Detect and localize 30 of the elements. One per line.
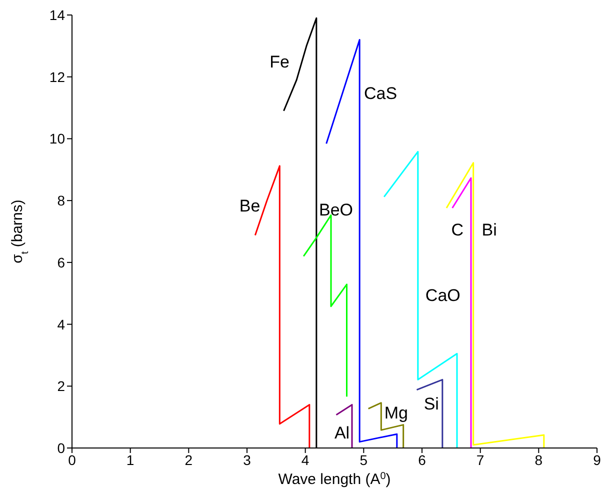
series-label: CaO xyxy=(425,286,460,306)
x-tick-label: 5 xyxy=(360,452,368,468)
y-tick-label: 6 xyxy=(57,254,66,270)
series-label: Be xyxy=(239,196,260,216)
series-label: Al xyxy=(334,424,350,442)
y-tick-label: 14 xyxy=(49,6,66,23)
series-label: Bi xyxy=(482,220,497,240)
line-series xyxy=(302,214,348,398)
series-label: Mg xyxy=(384,404,408,423)
series-label: CaS xyxy=(364,84,398,104)
x-axis-title: Wave length (A$^{0}$) xyxy=(278,470,391,488)
series-label: BeO xyxy=(318,200,354,220)
y-tick-label: 0 xyxy=(57,440,66,456)
x-tick-label: 4 xyxy=(301,452,310,468)
x-tick-label: 6 xyxy=(418,452,426,468)
series-label: Si xyxy=(424,394,439,414)
y-tick-label: 10 xyxy=(49,130,66,147)
x-tick-label: 2 xyxy=(184,452,193,468)
y-tick-label: 12 xyxy=(49,68,66,85)
series-label: C xyxy=(451,220,464,240)
y-tick-label: 4 xyxy=(57,316,66,332)
x-tick-label: 9 xyxy=(593,452,602,468)
y-tick-label: 2 xyxy=(57,378,66,394)
x-tick-label: 0 xyxy=(68,452,76,468)
series-label: Fe xyxy=(270,52,290,72)
x-tick-label: 7 xyxy=(476,452,484,468)
x-tick-label: 3 xyxy=(243,452,252,468)
x-tick-label: 1 xyxy=(126,452,134,468)
x-tick-label: 8 xyxy=(534,452,543,468)
y-tick-label: 8 xyxy=(57,192,66,209)
